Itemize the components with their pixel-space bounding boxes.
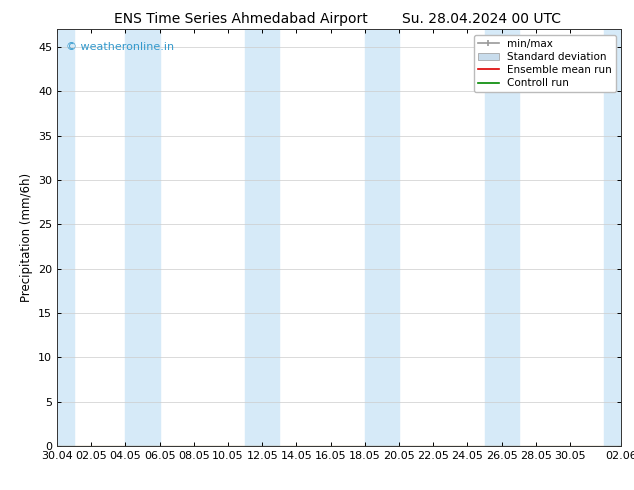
Bar: [245, 29, 280, 446]
Bar: [604, 29, 621, 446]
Text: Su. 28.04.2024 00 UTC: Su. 28.04.2024 00 UTC: [403, 12, 561, 26]
Bar: [57, 29, 74, 446]
Text: © weatheronline.in: © weatheronline.in: [65, 42, 174, 52]
Bar: [365, 29, 399, 446]
Text: ENS Time Series Ahmedabad Airport: ENS Time Series Ahmedabad Airport: [114, 12, 368, 26]
Bar: [126, 29, 160, 446]
Bar: [484, 29, 519, 446]
Y-axis label: Precipitation (mm/6h): Precipitation (mm/6h): [20, 173, 32, 302]
Legend: min/max, Standard deviation, Ensemble mean run, Controll run: min/max, Standard deviation, Ensemble me…: [474, 35, 616, 92]
